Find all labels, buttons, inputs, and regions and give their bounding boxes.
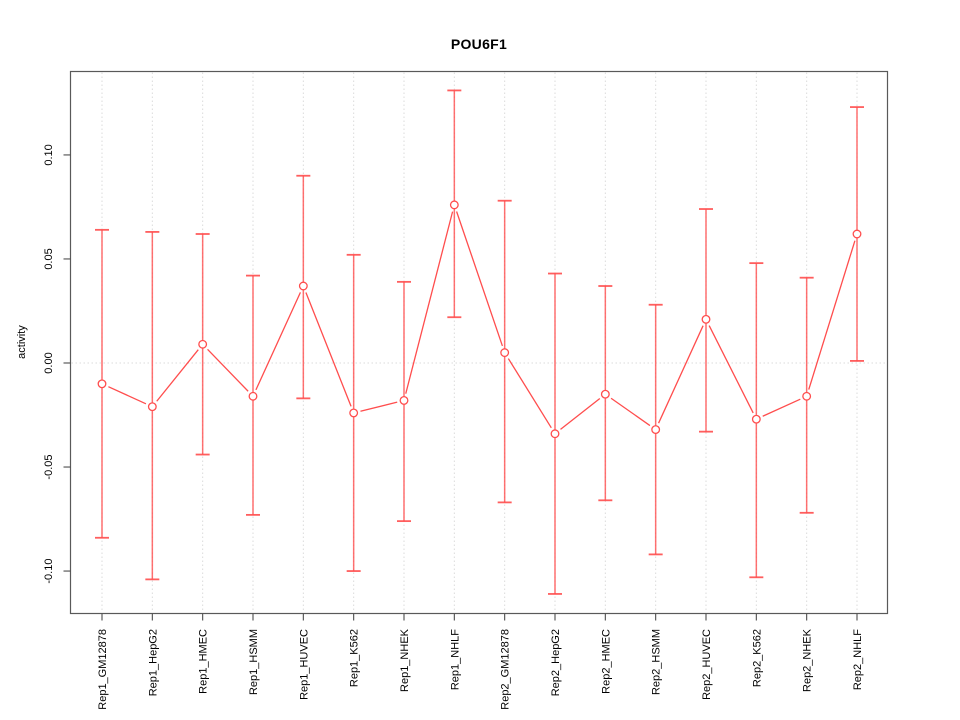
series-line-segment <box>762 398 801 417</box>
x-tick-label: Rep2_HepG2 <box>550 629 562 696</box>
mean-point <box>349 408 359 418</box>
series-line-segment <box>108 386 147 405</box>
mean-point <box>248 391 258 401</box>
series-line-segment <box>405 211 454 394</box>
x-tick-label: Rep1_NHLF <box>449 629 461 690</box>
series-line-segment <box>708 325 754 414</box>
mean-point <box>550 429 560 439</box>
mean-point <box>500 348 510 358</box>
series-line-segment <box>207 348 249 392</box>
x-tick-label: Rep1_NHEK <box>399 628 411 692</box>
series-line-segment <box>360 401 398 412</box>
x-tick-label: Rep1_HUVEC <box>298 629 310 700</box>
x-tick-label: Rep2_NHEK <box>802 628 814 692</box>
series-line-segment <box>657 325 704 424</box>
x-tick-label: Rep1_HMEC <box>198 629 210 694</box>
x-tick-label: Rep1_HSMM <box>248 629 260 695</box>
x-tick-label: Rep1_K562 <box>349 629 361 687</box>
x-tick-label: Rep2_NHLF <box>852 629 864 690</box>
y-tick-label: 0.05 <box>43 248 55 269</box>
series-line-segment <box>305 292 352 407</box>
mean-point <box>198 339 208 349</box>
y-tick-label: 0.00 <box>43 352 55 373</box>
mean-point <box>600 389 610 399</box>
x-tick-label: Rep2_GM12878 <box>500 629 512 710</box>
mean-point <box>298 281 308 291</box>
x-tick-label: Rep2_K562 <box>751 629 763 687</box>
x-tick-label: Rep1_GM12878 <box>97 629 109 710</box>
x-tick-label: Rep2_HUVEC <box>701 629 713 700</box>
x-tick-label: Rep2_HSMM <box>651 629 663 695</box>
series-line-segment <box>808 240 856 390</box>
series-line-segment <box>156 349 199 402</box>
mean-point <box>701 314 711 324</box>
series-line-segment <box>507 358 552 429</box>
mean-point <box>97 379 107 389</box>
chart-title: POU6F1 <box>450 36 508 52</box>
y-tick-label: -0.05 <box>43 454 55 479</box>
x-tick-label: Rep1_HepG2 <box>147 629 159 696</box>
plot-border <box>69 70 889 615</box>
y-tick-label: 0.10 <box>43 144 55 165</box>
series-line-segment <box>455 211 504 347</box>
series-line-segment <box>610 397 651 427</box>
mean-point <box>449 200 459 210</box>
mean-point <box>399 395 409 405</box>
mean-point <box>852 229 862 239</box>
mean-point <box>751 414 761 424</box>
mean-point <box>802 391 812 401</box>
mean-point <box>651 425 661 435</box>
mean-point <box>147 402 157 412</box>
series-line-segment <box>560 398 601 430</box>
series-line-segment <box>255 292 302 391</box>
y-tick-label: -0.10 <box>43 559 55 584</box>
x-tick-label: Rep2_HMEC <box>600 629 612 694</box>
